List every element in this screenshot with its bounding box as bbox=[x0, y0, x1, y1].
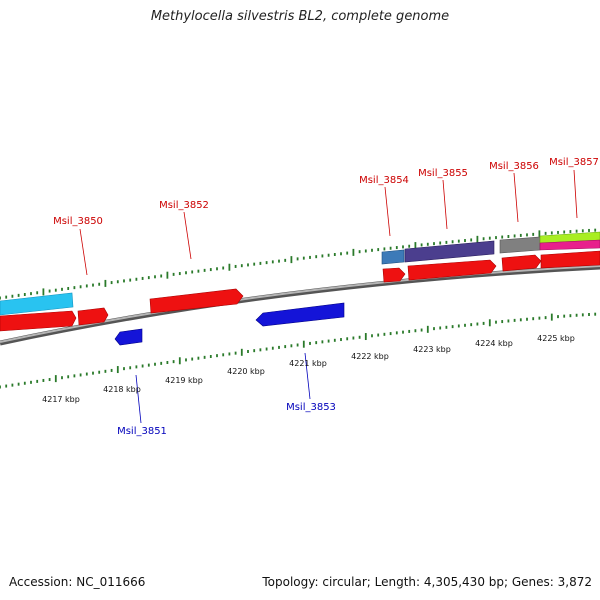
feature-cds-3856-b[interactable] bbox=[501, 254, 542, 272]
feature-cds-3854-a[interactable] bbox=[381, 249, 405, 265]
feature-cds-3850-a[interactable] bbox=[0, 310, 77, 332]
scale-label: 4223 kbp bbox=[413, 345, 451, 354]
feature-cds-3856-a[interactable] bbox=[499, 236, 541, 254]
feature-cds-3857-b[interactable] bbox=[539, 239, 600, 251]
feature-cds-3854-b[interactable] bbox=[382, 267, 406, 283]
scale-label: 4220 kbp bbox=[227, 367, 265, 376]
topology-text: Topology: circular; Length: 4,305,430 bp… bbox=[262, 575, 592, 589]
scale-label: 4218 kbp bbox=[103, 385, 141, 394]
gene-label-msil-3852[interactable]: Msil_3852 bbox=[159, 200, 209, 211]
scale-labels: 4217 kbp 4218 kbp 4219 kbp 4220 kbp 4221… bbox=[42, 334, 575, 404]
gene-label-msil-3851[interactable]: Msil_3851 bbox=[117, 426, 167, 437]
feature-cds-3857-c[interactable] bbox=[540, 250, 600, 269]
gene-label-msil-3855[interactable]: Msil_3855 bbox=[418, 168, 468, 179]
feature-cds-3852[interactable] bbox=[149, 288, 244, 314]
map-title: Methylocella silvestris BL2, complete ge… bbox=[150, 9, 450, 24]
scale-label: 4221 kbp bbox=[289, 359, 327, 368]
genome-backbone bbox=[0, 264, 600, 346]
scale-label: 4222 kbp bbox=[351, 352, 389, 361]
feature-cds-3850-b[interactable] bbox=[77, 307, 109, 326]
lower-tick-track bbox=[0, 312, 597, 389]
upper-tick-track bbox=[0, 228, 597, 300]
scale-label: 4219 kbp bbox=[165, 376, 203, 385]
scale-label: 4225 kbp bbox=[537, 334, 575, 343]
scale-label: 4217 kbp bbox=[42, 395, 80, 404]
gene-label-msil-3850[interactable]: Msil_3850 bbox=[53, 216, 103, 227]
gene-label-msil-3856[interactable]: Msil_3856 bbox=[489, 161, 539, 172]
feature-cds-3857-a[interactable] bbox=[539, 231, 600, 244]
scale-label: 4224 kbp bbox=[475, 339, 513, 348]
feature-track bbox=[0, 231, 600, 346]
gene-labels: Msil_3850 Msil_3851 Msil_3852 Msil_3853 … bbox=[53, 157, 599, 437]
feature-cyan-gene[interactable] bbox=[0, 292, 74, 316]
feature-cds-3855-b[interactable] bbox=[407, 259, 497, 281]
feature-cds-3855-a[interactable] bbox=[404, 240, 495, 263]
gene-label-msil-3857[interactable]: Msil_3857 bbox=[549, 157, 599, 168]
genome-backbone-highlight bbox=[0, 265, 600, 343]
gene-label-msil-3854[interactable]: Msil_3854 bbox=[359, 175, 409, 186]
feature-cds-3851[interactable] bbox=[114, 328, 143, 346]
leader-lines bbox=[79, 169, 578, 424]
feature-cds-3853[interactable] bbox=[255, 302, 345, 327]
accession-text: Accession: NC_011666 bbox=[9, 575, 146, 589]
gene-label-msil-3853[interactable]: Msil_3853 bbox=[286, 402, 336, 413]
